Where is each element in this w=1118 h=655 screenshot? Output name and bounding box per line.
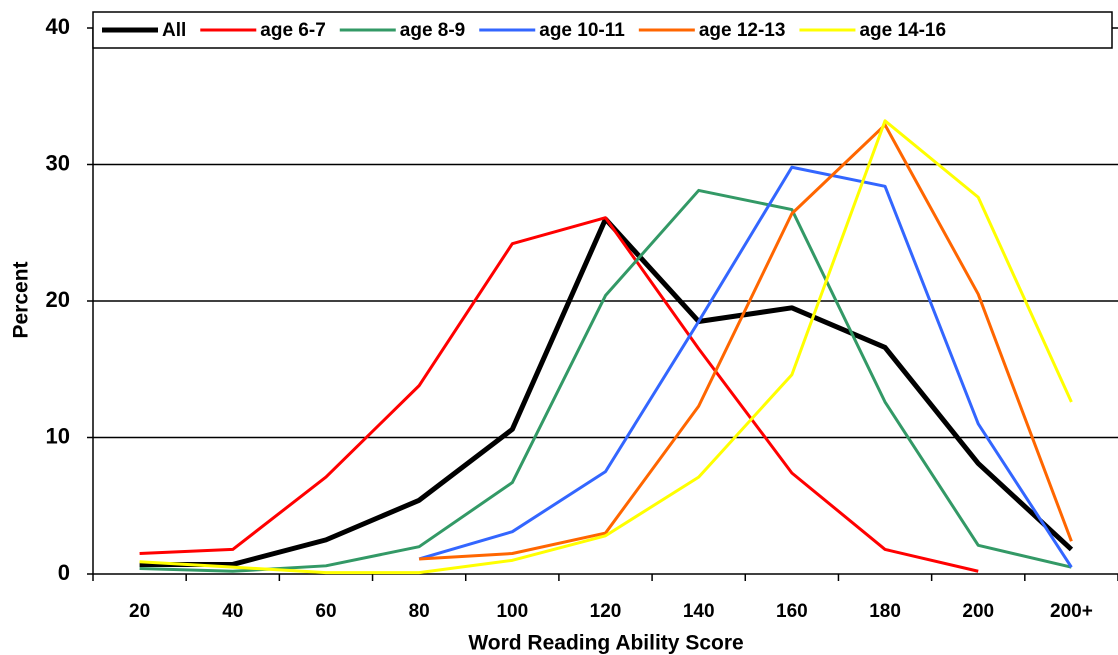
- x-tick-label: 140: [683, 601, 715, 622]
- y-tick-label: 40: [46, 14, 70, 39]
- x-tick-label: 200: [962, 601, 994, 622]
- legend-label: age 14-16: [859, 20, 946, 41]
- y-tick-label: 0: [58, 560, 70, 585]
- x-tick-label: 40: [222, 601, 243, 622]
- x-tick-label: 100: [496, 601, 528, 622]
- x-tick-label: 60: [315, 601, 336, 622]
- y-axis-title: Percent: [10, 261, 33, 338]
- y-tick-label: 20: [46, 287, 70, 312]
- legend-box: [92, 11, 1113, 49]
- line-series: [419, 123, 1073, 561]
- y-tick-label: 10: [46, 423, 70, 448]
- legend-label: age 8-9: [400, 20, 465, 41]
- x-tick-label: 180: [869, 601, 901, 622]
- x-tick-label: 200+: [1050, 601, 1093, 622]
- x-tick-label: 20: [129, 601, 150, 622]
- line-series: [418, 165, 1073, 568]
- line-series: [139, 188, 1072, 573]
- line-series: [139, 216, 979, 573]
- x-axis-title: Word Reading Ability Score: [468, 632, 743, 655]
- x-tick-label: 120: [590, 601, 622, 622]
- x-tick-label: 160: [776, 601, 808, 622]
- x-tick-label: 80: [409, 601, 430, 622]
- legend-label: age 6-7: [260, 20, 325, 41]
- legend-label: age 10-11: [539, 20, 625, 41]
- legend-label: All: [162, 20, 186, 41]
- line-series: [139, 119, 1073, 575]
- y-tick-label: 30: [46, 150, 70, 175]
- legend-label: age 12-13: [699, 20, 786, 41]
